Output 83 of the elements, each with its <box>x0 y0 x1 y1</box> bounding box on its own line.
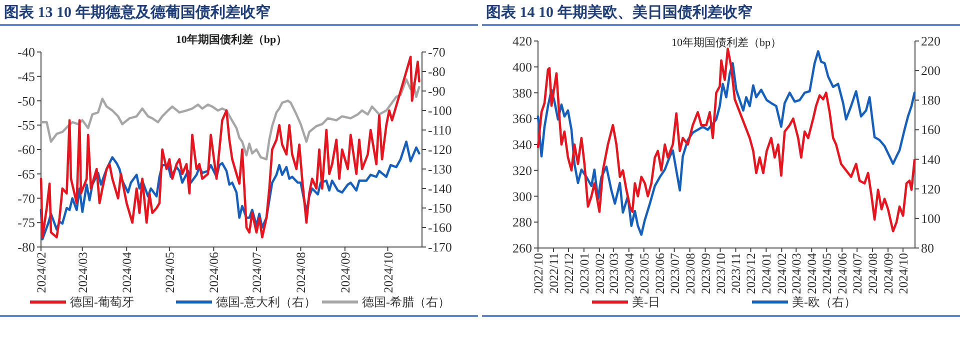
x-tick-label: 2024/09 <box>338 252 352 293</box>
chart-subtitle: 10年期国债利差（bp） <box>672 36 782 49</box>
y2-tick-label: -120 <box>428 142 452 157</box>
y-tick-label: 280 <box>512 214 532 230</box>
y-tick-label: -70 <box>18 190 35 206</box>
y2-tick-label: 140 <box>921 152 940 167</box>
y2-tick-label: -140 <box>428 181 452 196</box>
x-tick-label: 2024/02 <box>34 252 48 293</box>
x-tick-label: 2024/06 <box>207 252 222 293</box>
legend-label: 美-欧（右） <box>792 295 856 309</box>
x-tick-label: 2023/09 <box>698 253 713 294</box>
x-tick-label: 2024/10 <box>896 253 911 294</box>
y2-tick-label: -90 <box>428 84 446 98</box>
legend-label: 美-日 <box>632 295 660 309</box>
line-series <box>40 140 420 240</box>
y-tick-label: -80 <box>18 240 35 254</box>
y2-tick-label: 100 <box>921 210 940 226</box>
x-tick-label: 2024/02 <box>775 253 790 294</box>
line-series <box>40 78 420 160</box>
y-tick-label: -65 <box>18 166 35 182</box>
y-tick-label: -40 <box>18 44 35 60</box>
x-tick-label: 2023/10 <box>714 253 728 294</box>
x-tick-label: 2023/01 <box>577 253 592 294</box>
y-tick-label: 260 <box>512 240 532 256</box>
x-tick-label: 2024/06 <box>836 253 850 294</box>
y2-tick-label: 120 <box>921 181 940 196</box>
x-tick-label: 2023/04 <box>622 252 636 294</box>
y2-tick-label: 160 <box>921 122 940 138</box>
x-tick-label: 2024/04 <box>120 251 134 293</box>
x-tick-label: 2024/04 <box>805 252 820 294</box>
y2-tick-label: -100 <box>428 103 452 118</box>
x-tick-label: 2024/10 <box>381 252 396 293</box>
legend-label: 德国-希腊（右） <box>362 295 450 309</box>
y2-tick-label: -70 <box>428 44 446 60</box>
x-tick-label: 2022/12 <box>562 253 576 294</box>
x-tick-label: 2022/10 <box>532 253 546 294</box>
y-tick-label: -55 <box>18 118 35 133</box>
y2-tick-label: 220 <box>921 34 940 48</box>
y2-tick-label: 180 <box>921 92 940 108</box>
y-tick-label: -45 <box>18 68 35 84</box>
x-tick-label: 2022/11 <box>546 253 561 294</box>
x-tick-label: 2024/05 <box>162 252 177 293</box>
y2-tick-label: -110 <box>428 122 452 138</box>
x-tick-label: 2023/08 <box>683 253 698 294</box>
line-series <box>40 56 420 238</box>
x-tick-label: 2024/09 <box>882 253 896 294</box>
legend-label: 德国-意大利（右） <box>216 295 316 309</box>
y-tick-label: 360 <box>512 111 532 126</box>
chart-title: 图表 14 10 年期美欧、美日国债利差收窄 <box>486 3 752 21</box>
x-tick-label: 2023/11 <box>729 253 744 294</box>
x-tick-label: 2024/07 <box>250 252 264 293</box>
y2-tick-label: -160 <box>428 220 452 235</box>
y2-tick-label: 80 <box>921 240 934 256</box>
x-tick-label: 2024/08 <box>294 252 308 293</box>
y-tick-label: -75 <box>18 215 35 230</box>
x-tick-label: 2023/05 <box>637 253 652 294</box>
y2-tick-label: 200 <box>921 63 940 78</box>
y2-tick-label: -130 <box>428 162 452 176</box>
x-tick-label: 2023/02 <box>592 253 607 294</box>
y-tick-label: 320 <box>512 162 532 178</box>
x-tick-label: 2024/05 <box>820 253 834 294</box>
x-tick-label: 2024/08 <box>866 253 880 294</box>
y-tick-label: -60 <box>18 142 35 157</box>
y-tick-label: 300 <box>512 188 532 204</box>
y-tick-label: 400 <box>512 59 532 74</box>
y-tick-label: 420 <box>512 34 532 48</box>
y2-tick-label: -80 <box>428 64 446 79</box>
chart-title: 图表 13 10 年期德意及德葡国债利差收窄 <box>4 3 270 21</box>
y-tick-label: -50 <box>18 93 35 108</box>
x-tick-label: 2024/03 <box>76 252 90 293</box>
x-tick-label: 2023/06 <box>652 253 667 294</box>
x-tick-label: 2024/01 <box>760 253 774 294</box>
y2-tick-label: -170 <box>428 240 452 254</box>
y-tick-label: 380 <box>512 85 532 100</box>
y2-tick-label: -150 <box>428 200 452 216</box>
chart-subtitle: 10年期国债利差（bp） <box>176 33 288 46</box>
x-tick-label: 2023/12 <box>744 253 758 294</box>
legend-label: 德国-葡萄牙 <box>70 295 134 309</box>
x-tick-label: 2024/03 <box>790 253 804 294</box>
x-tick-label: 2023/03 <box>606 253 621 294</box>
x-tick-label: 2023/07 <box>668 253 682 294</box>
y-tick-label: 340 <box>512 137 532 152</box>
x-tick-label: 2024/07 <box>850 253 865 294</box>
